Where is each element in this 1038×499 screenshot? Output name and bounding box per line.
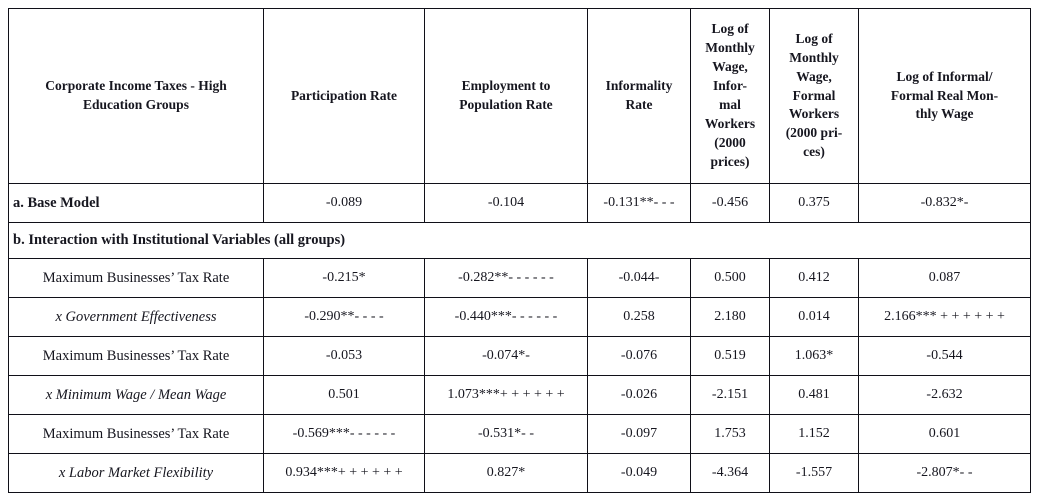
value-cell: -0.074*- xyxy=(424,336,588,376)
row-label-cell: x Labor Market Flexibility xyxy=(8,453,264,493)
value-cell: -0.049 xyxy=(587,453,691,493)
col-header-log-wage-formal-workers: Log of Monthly Wage, Formal Workers (200… xyxy=(769,8,859,184)
row-label-cell: x Government Effectiveness xyxy=(8,297,264,337)
row-x-labor-market-flexibility: x Labor Market Flexibility 0.934***+ + +… xyxy=(8,453,1031,493)
value-cell: 0.601 xyxy=(858,414,1031,454)
row-section-interaction: b. Interaction with Institutional Variab… xyxy=(8,222,1031,259)
row-x-government-effectiveness: x Government Effectiveness -0.290**- - -… xyxy=(8,297,1031,337)
col-header-log-informal-formal-wage: Log of Informal/ Formal Real Mon- thly W… xyxy=(858,8,1031,184)
value-cell: -2.151 xyxy=(690,375,770,415)
value-cell: 0.500 xyxy=(690,258,770,298)
value-cell: 0.827* xyxy=(424,453,588,493)
value-cell: -4.364 xyxy=(690,453,770,493)
value-cell: -0.215* xyxy=(263,258,425,298)
value-cell: -0.440***- - - - - - xyxy=(424,297,588,337)
regression-results-table-wrap: Corporate Income Taxes - High Education … xyxy=(8,8,1031,493)
value-cell: 0.481 xyxy=(769,375,859,415)
value-cell: -0.076 xyxy=(587,336,691,376)
value-cell: 0.014 xyxy=(769,297,859,337)
value-cell: -0.104 xyxy=(424,183,588,223)
value-cell: -0.282**- - - - - - xyxy=(424,258,588,298)
col-header-log-wage-informal-workers: Log of Monthly Wage, Infor- mal Workers … xyxy=(690,8,770,184)
row-label-cell: a. Base Model xyxy=(8,183,264,223)
value-cell: 1.753 xyxy=(690,414,770,454)
value-cell: 0.258 xyxy=(587,297,691,337)
value-cell: -2.632 xyxy=(858,375,1031,415)
table-header-row: Corporate Income Taxes - High Education … xyxy=(8,8,1031,184)
row-label-cell: Maximum Businesses’ Tax Rate xyxy=(8,258,264,298)
value-cell: -0.089 xyxy=(263,183,425,223)
value-cell: 0.412 xyxy=(769,258,859,298)
value-cell: 0.519 xyxy=(690,336,770,376)
value-cell: -0.544 xyxy=(858,336,1031,376)
row-max-businesses-tax-rate-3: Maximum Businesses’ Tax Rate -0.569***- … xyxy=(8,414,1031,454)
value-cell: 0.087 xyxy=(858,258,1031,298)
value-cell: 0.501 xyxy=(263,375,425,415)
col-header-participation-rate: Participation Rate xyxy=(263,8,425,184)
row-label-cell: x Minimum Wage / Mean Wage xyxy=(8,375,264,415)
value-cell: 1.063* xyxy=(769,336,859,376)
value-cell: 1.152 xyxy=(769,414,859,454)
row-max-businesses-tax-rate-1: Maximum Businesses’ Tax Rate -0.215* -0.… xyxy=(8,258,1031,298)
value-cell: -0.131**- - - xyxy=(587,183,691,223)
col-header-informality-rate: Informality Rate xyxy=(587,8,691,184)
row-base-model: a. Base Model -0.089 -0.104 -0.131**- - … xyxy=(8,183,1031,223)
col-header-employment-to-population-rate: Employment to Population Rate xyxy=(424,8,588,184)
value-cell: -0.053 xyxy=(263,336,425,376)
value-cell: -1.557 xyxy=(769,453,859,493)
value-cell: 0.375 xyxy=(769,183,859,223)
value-cell: -0.531*- - xyxy=(424,414,588,454)
value-cell: -0.832*- xyxy=(858,183,1031,223)
value-cell: -0.044- xyxy=(587,258,691,298)
value-cell: -0.290**- - - - xyxy=(263,297,425,337)
row-max-businesses-tax-rate-2: Maximum Businesses’ Tax Rate -0.053 -0.0… xyxy=(8,336,1031,376)
value-cell: -0.097 xyxy=(587,414,691,454)
value-cell: 0.934***+ + + + + + xyxy=(263,453,425,493)
section-header-cell: b. Interaction with Institutional Variab… xyxy=(8,222,1031,259)
row-x-minimum-wage-mean-wage: x Minimum Wage / Mean Wage 0.501 1.073**… xyxy=(8,375,1031,415)
row-label-cell: Maximum Businesses’ Tax Rate xyxy=(8,414,264,454)
value-cell: -2.807*- - xyxy=(858,453,1031,493)
regression-results-table: Corporate Income Taxes - High Education … xyxy=(8,8,1031,493)
value-cell: -0.569***- - - - - - xyxy=(263,414,425,454)
value-cell: 1.073***+ + + + + + xyxy=(424,375,588,415)
value-cell: -0.026 xyxy=(587,375,691,415)
value-cell: 2.180 xyxy=(690,297,770,337)
corner-header-cell: Corporate Income Taxes - High Education … xyxy=(8,8,264,184)
value-cell: -0.456 xyxy=(690,183,770,223)
row-label-cell: Maximum Businesses’ Tax Rate xyxy=(8,336,264,376)
value-cell: 2.166*** + + + + + + xyxy=(858,297,1031,337)
